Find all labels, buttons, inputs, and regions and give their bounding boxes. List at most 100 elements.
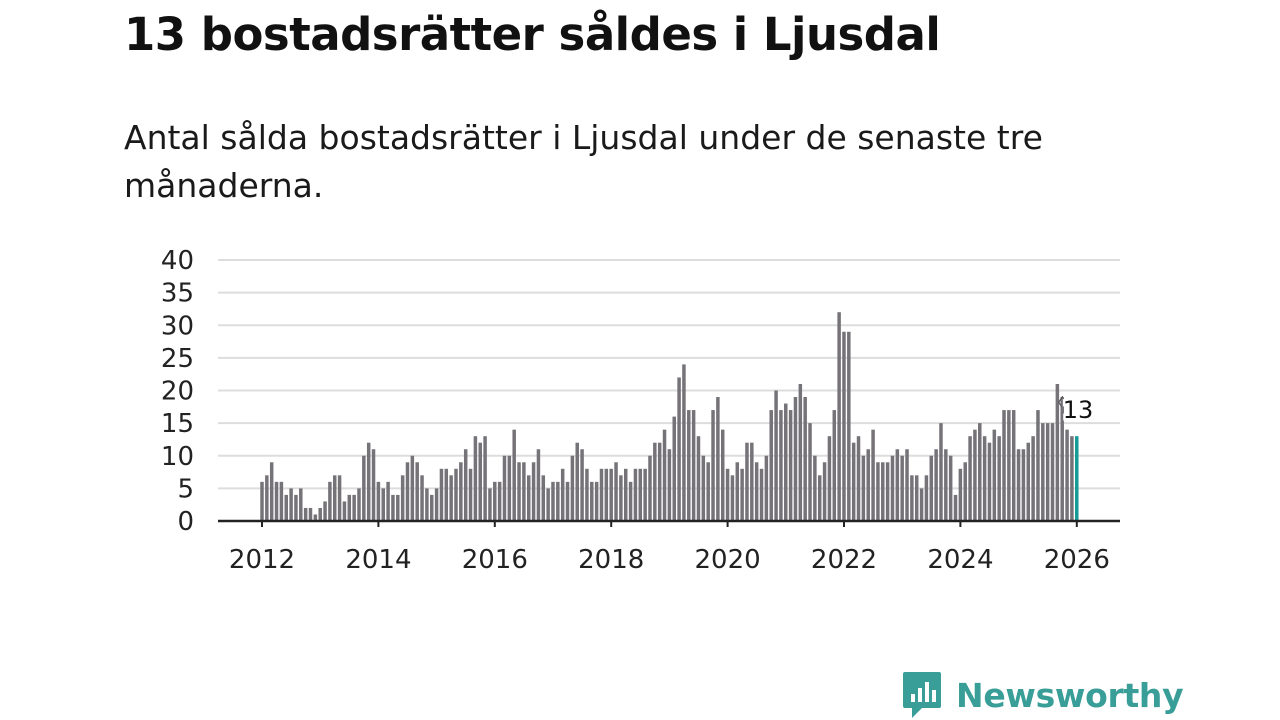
bar xyxy=(371,449,376,521)
bar xyxy=(982,436,987,521)
newsworthy-logo-icon xyxy=(903,672,941,718)
bar xyxy=(604,468,609,521)
bar xyxy=(813,455,817,521)
bar xyxy=(808,423,812,522)
bar xyxy=(997,436,1001,521)
bar xyxy=(289,488,293,522)
x-tick-label: 2022 xyxy=(811,545,877,575)
bar xyxy=(827,436,832,521)
bar xyxy=(934,449,938,521)
bar xyxy=(560,468,565,521)
y-tick-label: 10 xyxy=(161,442,194,472)
y-tick-label: 25 xyxy=(161,344,194,374)
bar xyxy=(851,442,856,521)
x-axis-ticks: 2012 2014 2016 2018 2020 2022 2024 2026 xyxy=(229,521,1110,575)
bar xyxy=(774,390,778,521)
bar xyxy=(759,468,764,521)
bar xyxy=(919,488,924,522)
bar xyxy=(396,494,400,521)
bar xyxy=(551,481,555,521)
bar xyxy=(420,475,424,521)
bar xyxy=(648,455,652,521)
y-tick-label: 40 xyxy=(161,246,194,276)
bar xyxy=(526,475,531,521)
bar xyxy=(357,488,361,522)
bar xyxy=(328,481,332,521)
bar xyxy=(614,462,618,521)
bar xyxy=(1070,436,1074,521)
bar xyxy=(1065,429,1069,521)
bar xyxy=(944,449,948,521)
bar xyxy=(793,397,798,521)
x-tick-label: 2012 xyxy=(229,545,295,575)
bar xyxy=(910,475,914,521)
bar xyxy=(978,423,982,522)
bar xyxy=(929,455,934,521)
bar xyxy=(706,462,710,521)
bar xyxy=(468,468,473,521)
bar xyxy=(274,481,279,521)
bar xyxy=(1045,423,1050,522)
bar xyxy=(265,475,269,521)
bar xyxy=(987,442,992,521)
bar xyxy=(968,436,972,521)
bar xyxy=(299,488,303,522)
bar xyxy=(662,429,667,521)
bar xyxy=(890,455,895,521)
bar xyxy=(362,455,366,521)
bar xyxy=(590,481,594,521)
bar xyxy=(473,436,478,521)
bar xyxy=(682,364,686,521)
bar xyxy=(599,468,604,521)
bar xyxy=(696,436,701,521)
bar xyxy=(483,436,487,521)
bar xyxy=(822,462,827,521)
bar xyxy=(381,488,385,522)
bar xyxy=(439,468,444,521)
y-tick-label: 5 xyxy=(177,474,194,504)
bar xyxy=(488,488,492,522)
bar xyxy=(434,488,439,522)
bar xyxy=(866,449,870,521)
bar xyxy=(740,468,744,521)
annotation-leader-line xyxy=(1058,395,1064,408)
bar xyxy=(958,468,963,521)
bar xyxy=(459,462,463,521)
bar xyxy=(769,410,773,521)
bar xyxy=(284,494,288,521)
bar-highlight xyxy=(1075,436,1079,521)
bar xyxy=(1016,449,1021,521)
bar xyxy=(1021,449,1026,521)
chart-subtitle: Antal sålda bostadsrätter i Ljusdal unde… xyxy=(124,118,1043,205)
last-value-annotation: 13 xyxy=(1058,394,1096,427)
bar xyxy=(1036,410,1040,521)
bar xyxy=(784,403,788,521)
bar xyxy=(914,475,919,521)
bar xyxy=(832,410,837,521)
x-tick-label: 2024 xyxy=(927,545,993,575)
bar xyxy=(687,410,691,521)
bar xyxy=(454,468,458,521)
bar xyxy=(924,475,929,521)
bar xyxy=(716,397,720,521)
x-tick-label: 2018 xyxy=(578,545,644,575)
bar xyxy=(861,455,866,521)
x-tick-label: 2014 xyxy=(345,545,411,575)
bar xyxy=(973,429,977,521)
bar xyxy=(410,455,415,521)
bar xyxy=(677,377,681,521)
bar xyxy=(837,312,841,521)
y-tick-label: 35 xyxy=(161,279,194,309)
bar xyxy=(657,442,662,521)
bar xyxy=(691,410,696,521)
y-tick-label: 0 xyxy=(177,507,194,537)
newsworthy-logo[interactable]: Newsworthy xyxy=(902,670,1184,720)
bar xyxy=(653,442,657,521)
bar xyxy=(750,442,754,521)
bar xyxy=(633,468,638,521)
x-tick-label: 2020 xyxy=(695,545,761,575)
bar xyxy=(376,481,381,521)
bar xyxy=(628,481,633,521)
bar xyxy=(847,331,851,521)
